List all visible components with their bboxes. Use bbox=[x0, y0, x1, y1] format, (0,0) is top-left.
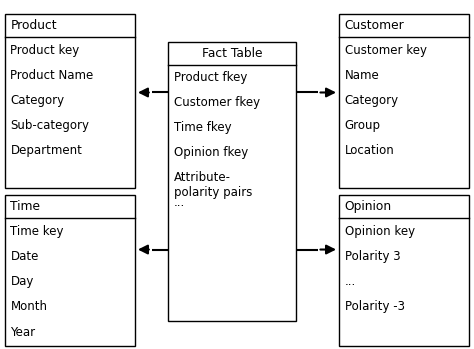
Bar bbox=[168, 42, 296, 321]
Text: Sub-category: Sub-category bbox=[10, 119, 90, 132]
Bar bbox=[339, 195, 469, 346]
Text: Product key: Product key bbox=[10, 44, 80, 57]
Text: Polarity -3: Polarity -3 bbox=[345, 300, 405, 313]
Bar bbox=[339, 14, 469, 188]
Text: Customer key: Customer key bbox=[345, 44, 427, 57]
Text: Year: Year bbox=[10, 326, 36, 339]
Bar bbox=[5, 14, 135, 188]
Text: Location: Location bbox=[345, 144, 394, 157]
Text: ...: ... bbox=[345, 275, 356, 288]
Text: Fact Table: Fact Table bbox=[202, 47, 263, 60]
Text: Time: Time bbox=[10, 200, 40, 213]
Text: Month: Month bbox=[10, 300, 47, 313]
Text: Date: Date bbox=[10, 250, 39, 263]
Text: ...: ... bbox=[174, 196, 185, 209]
Text: Attribute-
polarity pairs: Attribute- polarity pairs bbox=[174, 171, 252, 199]
Text: Time fkey: Time fkey bbox=[174, 121, 232, 134]
Text: Product Name: Product Name bbox=[10, 69, 94, 82]
Text: Category: Category bbox=[10, 94, 64, 107]
Text: Product: Product bbox=[10, 19, 57, 32]
Text: Group: Group bbox=[345, 119, 381, 132]
Text: Opinion fkey: Opinion fkey bbox=[174, 146, 248, 159]
Text: Name: Name bbox=[345, 69, 379, 82]
Text: Day: Day bbox=[10, 275, 34, 288]
Text: Department: Department bbox=[10, 144, 82, 157]
Bar bbox=[5, 195, 135, 346]
Text: Opinion key: Opinion key bbox=[345, 225, 415, 238]
Text: Category: Category bbox=[345, 94, 399, 107]
Text: Time key: Time key bbox=[10, 225, 64, 238]
Text: Polarity 3: Polarity 3 bbox=[345, 250, 400, 263]
Text: Product fkey: Product fkey bbox=[174, 71, 247, 84]
Text: Customer fkey: Customer fkey bbox=[174, 96, 260, 109]
Text: Customer: Customer bbox=[345, 19, 404, 32]
Text: Opinion: Opinion bbox=[345, 200, 392, 213]
